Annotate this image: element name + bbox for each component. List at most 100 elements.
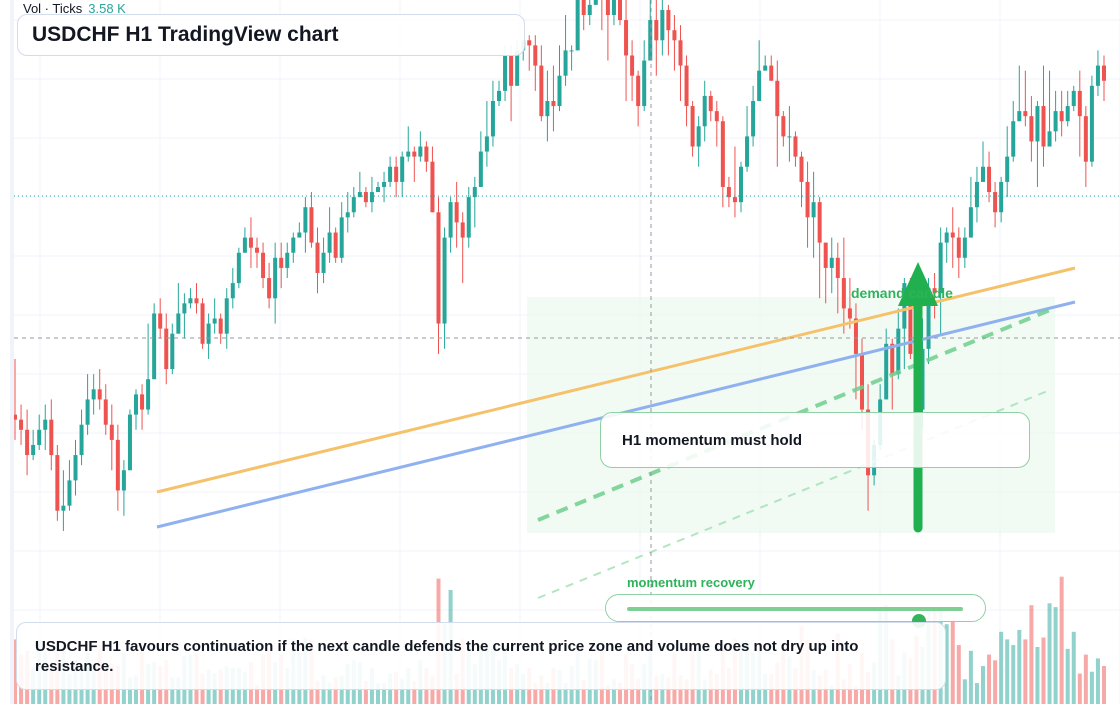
volume-bar <box>1059 576 1064 704</box>
candle <box>763 55 768 71</box>
candle <box>1053 90 1058 142</box>
candle <box>587 0 592 26</box>
volume-bar <box>1071 631 1076 704</box>
candle <box>757 40 762 101</box>
candle <box>230 267 235 309</box>
candle-body <box>1083 116 1088 162</box>
candle <box>666 4 671 56</box>
dashed-support-line[interactable] <box>537 308 1051 522</box>
candle <box>460 212 465 284</box>
candle <box>194 283 199 314</box>
candle <box>817 197 822 299</box>
candle <box>1095 50 1100 96</box>
momentum-slider[interactable] <box>605 594 986 628</box>
candle <box>327 207 332 263</box>
candle-body <box>981 166 985 182</box>
candle <box>152 303 157 380</box>
candle-body <box>134 394 138 415</box>
candle <box>19 404 24 445</box>
candle <box>551 65 556 132</box>
candle <box>944 227 949 263</box>
candle <box>497 80 501 107</box>
candle-body <box>974 181 979 208</box>
candle <box>745 106 750 172</box>
candle <box>242 227 247 253</box>
candle-body <box>720 121 725 187</box>
candle <box>490 80 495 147</box>
candle-body <box>708 95 713 112</box>
candle-body <box>1017 111 1022 122</box>
candle-body <box>884 343 889 400</box>
candle <box>448 197 453 253</box>
candle-body <box>926 288 931 349</box>
candle-body <box>418 146 423 157</box>
candle-body <box>497 90 501 101</box>
candle-body <box>684 65 689 107</box>
candle <box>999 176 1004 223</box>
candle-body <box>835 257 840 279</box>
candle-body <box>745 136 750 167</box>
candle-body <box>787 136 792 138</box>
candle-body <box>1047 131 1052 147</box>
candle <box>436 197 441 354</box>
momentum-slider-track[interactable] <box>627 607 963 628</box>
candle-body <box>382 181 387 187</box>
candle <box>1023 70 1028 127</box>
candle-body <box>315 242 320 273</box>
candle-body <box>829 257 834 268</box>
candle <box>769 55 774 81</box>
candle-body <box>690 106 695 147</box>
candle <box>823 242 828 304</box>
candle <box>333 227 338 263</box>
candle <box>357 171 362 198</box>
candle <box>678 25 683 101</box>
momentum-callout-text: H1 momentum must hold <box>622 431 803 449</box>
candle <box>1083 106 1088 187</box>
candle <box>539 45 544 122</box>
volume-bar <box>1017 629 1022 704</box>
candle <box>351 186 356 218</box>
volume-bar <box>999 631 1004 704</box>
candle-body <box>944 232 949 243</box>
candle-body <box>248 237 253 248</box>
candle <box>224 288 229 349</box>
candle <box>164 313 169 385</box>
candle-body <box>763 65 768 71</box>
candle <box>624 0 629 101</box>
candle-body <box>37 429 42 445</box>
candle-body <box>140 394 145 410</box>
volume-bar <box>950 620 955 704</box>
volume-bar <box>974 683 979 704</box>
candle <box>987 151 992 203</box>
candle <box>212 298 217 334</box>
candle-body <box>660 9 665 41</box>
candle-body <box>194 298 199 304</box>
candle-body <box>509 55 514 86</box>
candle-body <box>109 424 114 440</box>
candle-body <box>775 80 780 117</box>
candle-body <box>242 237 247 253</box>
dashed-channel-line[interactable] <box>537 389 1051 599</box>
candle-body <box>515 50 520 86</box>
candle <box>726 176 731 208</box>
candle-body <box>321 252 326 273</box>
candle <box>793 131 798 167</box>
candle <box>684 55 689 127</box>
candle-body <box>236 252 241 284</box>
candle <box>884 328 889 400</box>
candle <box>121 460 126 516</box>
candle <box>103 384 108 435</box>
candle <box>182 293 187 339</box>
candle <box>575 0 580 51</box>
volume-bar <box>533 683 538 704</box>
candle-body <box>164 328 169 370</box>
candle-body <box>503 55 508 91</box>
candle-body <box>696 126 701 147</box>
candle-body <box>751 100 756 137</box>
candle <box>787 106 792 162</box>
volume-bar <box>1023 639 1028 704</box>
candle-body <box>91 389 96 400</box>
candle <box>545 70 550 142</box>
candle <box>981 141 985 182</box>
demand-zone-label: demand candle <box>851 285 953 301</box>
